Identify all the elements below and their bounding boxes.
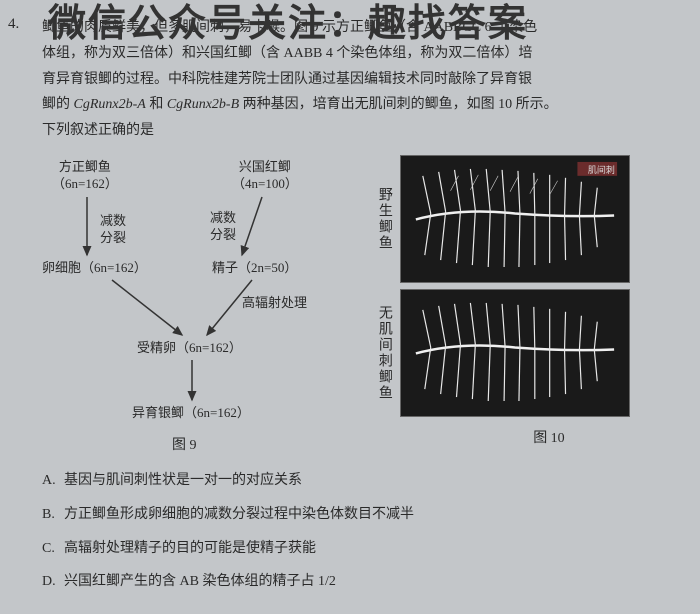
photo-tag: 肌间刺: [588, 163, 615, 178]
photo-label: 野生鲫鱼: [376, 187, 396, 251]
stem-text: 鲫的: [42, 97, 74, 112]
photo-figure-10: 野生鲫鱼: [376, 155, 682, 455]
option-text: 兴国红鲫产生的含 AB 染色体组的精子占 1/2: [64, 574, 336, 589]
gene-name: CgRunx2b-A: [74, 97, 146, 112]
question-number: 4.: [8, 12, 19, 38]
option-text: 方正鲫鱼形成卵细胞的减数分裂过程中染色体数目不减半: [64, 507, 414, 522]
diagram-node: 精子（2n=50）: [212, 260, 297, 277]
stem-line: 鲫的 CgRunx2b-A 和 CgRunx2b-B 两种基因，培育出无肌间刺的…: [42, 93, 682, 117]
option-text: 高辐射处理精子的目的可能是使精子获能: [64, 541, 316, 556]
figure-caption: 图 10: [416, 427, 682, 451]
stem-line: 下列叙述正确的是: [42, 119, 682, 143]
answer-options: A.基因与肌间刺性状是一对一的对应关系 B.方正鲫鱼形成卵细胞的减数分裂过程中染…: [42, 469, 682, 594]
fish-xray-boneless: [400, 289, 630, 417]
option-a: A.基因与肌间刺性状是一对一的对应关系: [42, 469, 682, 493]
process-label: 减数 分裂: [100, 213, 126, 247]
stem-text: 和: [146, 97, 167, 112]
diagram-node: 异育银鲫（6n=162）: [132, 405, 250, 422]
option-text: 基因与肌间刺性状是一对一的对应关系: [64, 473, 302, 488]
watermark-text: 微信公众号关注：趣找答案: [48, 0, 528, 57]
fish-xray-wild: 肌间刺: [400, 155, 630, 283]
gene-name: CgRunx2b-B: [167, 97, 239, 112]
option-d: D.兴国红鲫产生的含 AB 染色体组的精子占 1/2: [42, 570, 682, 594]
diagram-node: 受精卵（6n=162）: [137, 340, 242, 357]
process-label: 高辐射处理: [242, 295, 307, 312]
diagram-node: 卵细胞（6n=162）: [42, 260, 147, 277]
option-c: C.高辐射处理精子的目的可能是使精子获能: [42, 537, 682, 561]
figure-caption: 图 9: [172, 434, 197, 458]
stem-line: 育异育银鲫的过程。中科院桂建芳院士团队通过基因编辑技术同时敲除了异育银: [42, 68, 682, 92]
stem-text: 两种基因，培育出无肌间刺的鲫鱼，如图 10 所示。: [239, 97, 558, 112]
photo-label: 无肌间刺鲫鱼: [376, 305, 396, 401]
diagram-figure-9: 方正鲫鱼 （6n=162） 兴国红鲫 （4n=100） 减数 分裂 减数 分裂 …: [42, 155, 368, 455]
process-label: 减数 分裂: [210, 210, 236, 244]
option-b: B.方正鲫鱼形成卵细胞的减数分裂过程中染色体数目不减半: [42, 503, 682, 527]
